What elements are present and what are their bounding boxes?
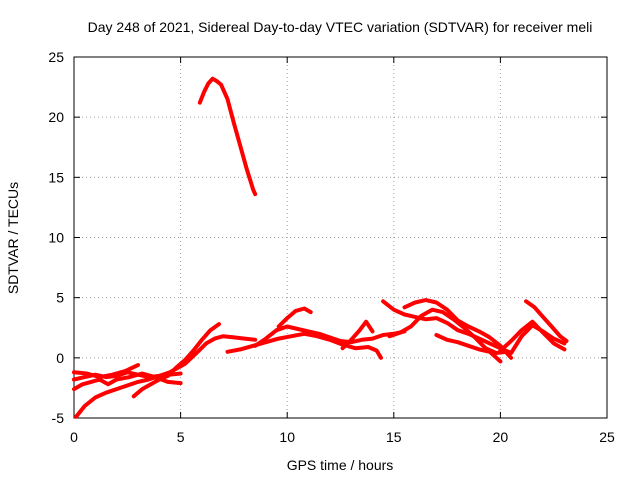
y-tick-label: 10 <box>48 230 64 246</box>
y-tick-label: 25 <box>48 49 64 65</box>
x-tick-label: 5 <box>177 429 185 445</box>
series-arc-13 <box>387 307 509 355</box>
y-tick-label: 20 <box>48 109 64 125</box>
chart-title: Day 248 of 2021, Sidereal Day-to-day VTE… <box>88 19 593 35</box>
x-tick-label: 10 <box>279 429 295 445</box>
series-arc-9 <box>276 306 313 329</box>
plot-frame <box>73 56 608 419</box>
axis-ticks: 0 5 10 15 20 25 -5 0 5 10 15 20 25 <box>48 49 615 445</box>
y-tick-label: -5 <box>52 410 65 426</box>
series-arc-4 <box>131 322 221 399</box>
series-arc-14 <box>434 333 503 364</box>
x-tick-label: 15 <box>386 429 402 445</box>
y-tick-label: 15 <box>48 169 64 185</box>
series-arc-6 <box>197 76 258 197</box>
x-tick-label: 20 <box>493 429 509 445</box>
series-arc-16 <box>524 299 569 343</box>
x-tick-label: 0 <box>70 429 78 445</box>
series-arc-15 <box>498 319 567 353</box>
x-axis-label: GPS time / hours <box>287 457 394 473</box>
y-axis-label: SDTVAR / TECUs <box>5 182 21 294</box>
data-series <box>72 76 569 419</box>
grid <box>74 57 607 418</box>
x-tick-label: 25 <box>599 429 615 445</box>
y-tick-label: 5 <box>56 290 64 306</box>
y-tick-label: 0 <box>56 350 64 366</box>
series-arc-8 <box>253 324 407 348</box>
series-arc-10 <box>340 319 375 351</box>
series-arc-3 <box>74 334 258 419</box>
series-arc-5 <box>72 363 140 380</box>
